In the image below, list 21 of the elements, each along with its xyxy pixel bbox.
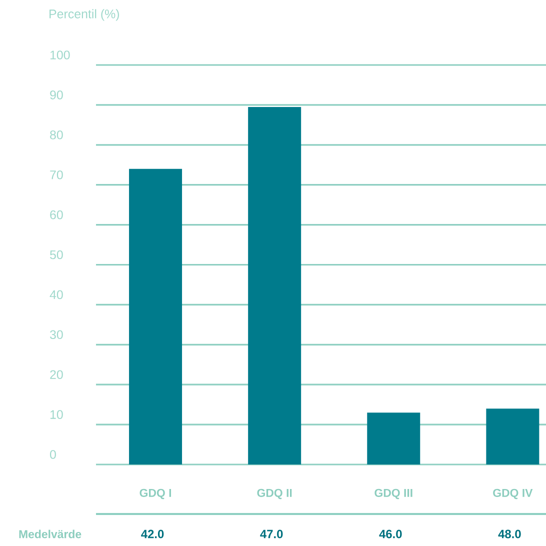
- text: 42.0: [141, 530, 164, 538]
- y-tick-label: 0: [50, 450, 56, 459]
- y-tick-label: 40: [50, 290, 63, 300]
- text: 47.0: [260, 530, 283, 538]
- text: 48.0: [498, 530, 521, 538]
- x-tick-label: GDQ I: [140, 488, 171, 500]
- y-tick-label: 30: [50, 330, 63, 340]
- y-tick-label: 100: [50, 50, 70, 60]
- text: Medelvärde: [19, 530, 82, 538]
- x-tick-label: GDQ IV: [493, 488, 533, 500]
- y-tick-label: 20: [50, 370, 63, 380]
- y-tick-label: 90: [50, 90, 63, 100]
- y-tick-label: 10: [50, 410, 63, 419]
- text: 46.0: [379, 530, 402, 538]
- y-tick-label: 60: [50, 210, 63, 220]
- y-axis-title: Percentil (%): [50, 9, 120, 21]
- x-tick-label: GDQ II: [257, 488, 292, 500]
- y-tick-label: 50: [50, 250, 63, 260]
- y-tick-label: 80: [50, 130, 63, 140]
- y-tick-label: 70: [50, 170, 63, 180]
- x-tick-label: GDQ III: [374, 488, 412, 500]
